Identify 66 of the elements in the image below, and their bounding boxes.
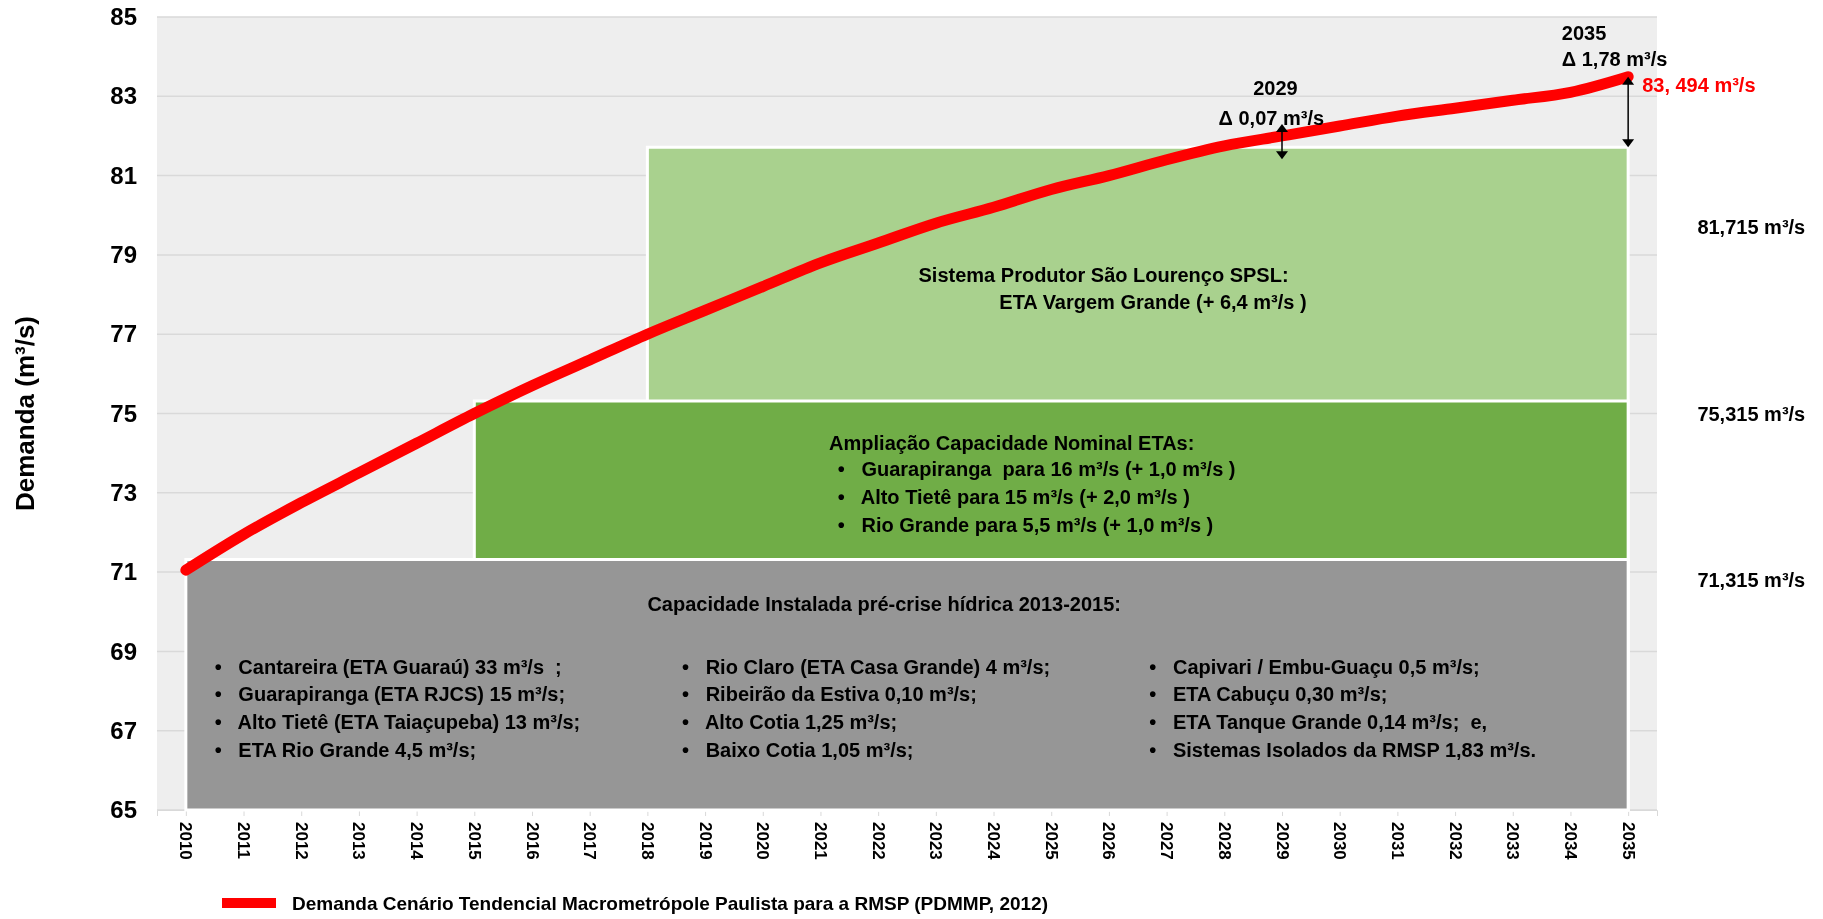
annotation: • Rio Claro (ETA Casa Grande) 4 m³/s; bbox=[682, 656, 1051, 679]
y-tick-label: 69 bbox=[110, 637, 137, 665]
annotation: 2029 bbox=[1253, 77, 1298, 100]
x-tick-label: 2021 bbox=[811, 822, 831, 860]
annotation: • ETA Rio Grande 4,5 m³/s; bbox=[214, 738, 477, 761]
x-tick-label: 2030 bbox=[1330, 822, 1350, 860]
x-tick-label: 2034 bbox=[1561, 822, 1581, 861]
text: 75,315 m³/s bbox=[1697, 402, 1806, 425]
annotation: ETA Vargem Grande (+ 6,4 m³/s ) bbox=[999, 291, 1307, 314]
annotation: • Guarapiranga (ETA RJCS) 15 m³/s; bbox=[214, 683, 566, 706]
x-tick-label: 2012 bbox=[291, 822, 311, 860]
y-tick-label: 73 bbox=[110, 478, 137, 506]
annotation: Δ 1,78 m³/s bbox=[1561, 47, 1668, 70]
x-tick-label: 2026 bbox=[1099, 822, 1119, 860]
x-tick-label: 2011 bbox=[234, 822, 254, 859]
y-tick-label: 67 bbox=[110, 716, 137, 744]
x-tick-label: 2013 bbox=[349, 822, 369, 860]
x-tick-label: 2023 bbox=[926, 822, 946, 860]
x-tick-label: 2015 bbox=[464, 822, 484, 860]
x-tick-label: 2033 bbox=[1503, 822, 1523, 860]
x-tick-label: 2019 bbox=[695, 822, 715, 860]
x-tick-label: 2035 bbox=[1618, 822, 1638, 860]
annotation: Ampliação Capacidade Nominal ETAs: bbox=[829, 431, 1195, 454]
annotation: • Alto Cotia 1,25 m³/s; bbox=[682, 710, 898, 733]
y-axis-title: Demanda (m³/s) bbox=[10, 315, 40, 512]
data-label: 83, 494 m³/s bbox=[1642, 73, 1756, 96]
annotation: • Ribeirão da Estiva 0,10 m³/s; bbox=[682, 683, 977, 706]
text: 81,715 m³/s bbox=[1697, 216, 1806, 239]
y-tick-label: 65 bbox=[110, 796, 137, 824]
y-tick-label: 81 bbox=[110, 161, 137, 189]
x-tick-label: 2029 bbox=[1272, 822, 1292, 860]
x-tick-label: 2018 bbox=[637, 822, 657, 860]
y-tick-label: 79 bbox=[110, 241, 137, 269]
annotation: • ETA Cabuçu 0,30 m³/s; bbox=[1149, 683, 1388, 706]
annotation: • Sistemas Isolados da RMSP 1,83 m³/s. bbox=[1149, 738, 1537, 761]
x-tick-label: 2022 bbox=[868, 822, 888, 860]
annotation: Sistema Produtor São Lourenço SPSL: bbox=[918, 263, 1289, 286]
annotation: • Capivari / Embu-Guaçu 0,5 m³/s; bbox=[1149, 656, 1480, 679]
x-tick-label: 2031 bbox=[1387, 822, 1407, 860]
legend-label: Demanda Cenário Tendencial Macrometrópole Paulista para a RMSP (PDMMP, 2012) bbox=[292, 892, 1049, 914]
annotation: Capacidade Instalada pré-crise hídrica 2013-2015: bbox=[647, 592, 1121, 615]
annotation: • Alto Tietê (ETA Taiaçupeba) 13 m³/s; bbox=[214, 710, 581, 733]
x-tick-label: 2010 bbox=[176, 822, 196, 860]
text: 71,315 m³/s bbox=[1697, 569, 1806, 592]
annotation: • Guarapiranga para 16 m³/s (+ 1,0 m³/s ) bbox=[837, 458, 1236, 481]
y-tick-label: 75 bbox=[110, 399, 137, 427]
x-tick-label: 2027 bbox=[1157, 822, 1177, 860]
x-tick-label: 2025 bbox=[1041, 822, 1061, 860]
annotation: • Cantareira (ETA Guaraú) 33 m³/s ; bbox=[214, 656, 562, 679]
x-tick-label: 2016 bbox=[522, 822, 542, 860]
x-tick-label: 2020 bbox=[753, 822, 773, 860]
annotation: • Baixo Cotia 1,05 m³/s; bbox=[682, 738, 914, 761]
y-tick-label: 85 bbox=[110, 3, 137, 31]
annotation: • ETA Tanque Grande 0,14 m³/s; e, bbox=[1149, 710, 1488, 733]
x-tick-label: 2032 bbox=[1445, 822, 1465, 860]
x-tick-label: 2024 bbox=[984, 822, 1004, 861]
x-tick-label: 2014 bbox=[407, 822, 427, 861]
annotation: 2035 bbox=[1561, 21, 1607, 44]
annotation: • Alto Tietê para 15 m³/s (+ 2,0 m³/s ) bbox=[837, 485, 1190, 508]
y-tick-label: 71 bbox=[110, 558, 137, 586]
x-tick-label: 2028 bbox=[1214, 822, 1234, 860]
annotation: Δ 0,07 m³/s bbox=[1218, 107, 1325, 130]
y-tick-label: 77 bbox=[110, 320, 137, 348]
y-tick-label: 83 bbox=[110, 82, 137, 110]
annotation: • Rio Grande para 5,5 m³/s (+ 1,0 m³/s ) bbox=[837, 513, 1214, 536]
x-tick-label: 2017 bbox=[580, 822, 600, 860]
